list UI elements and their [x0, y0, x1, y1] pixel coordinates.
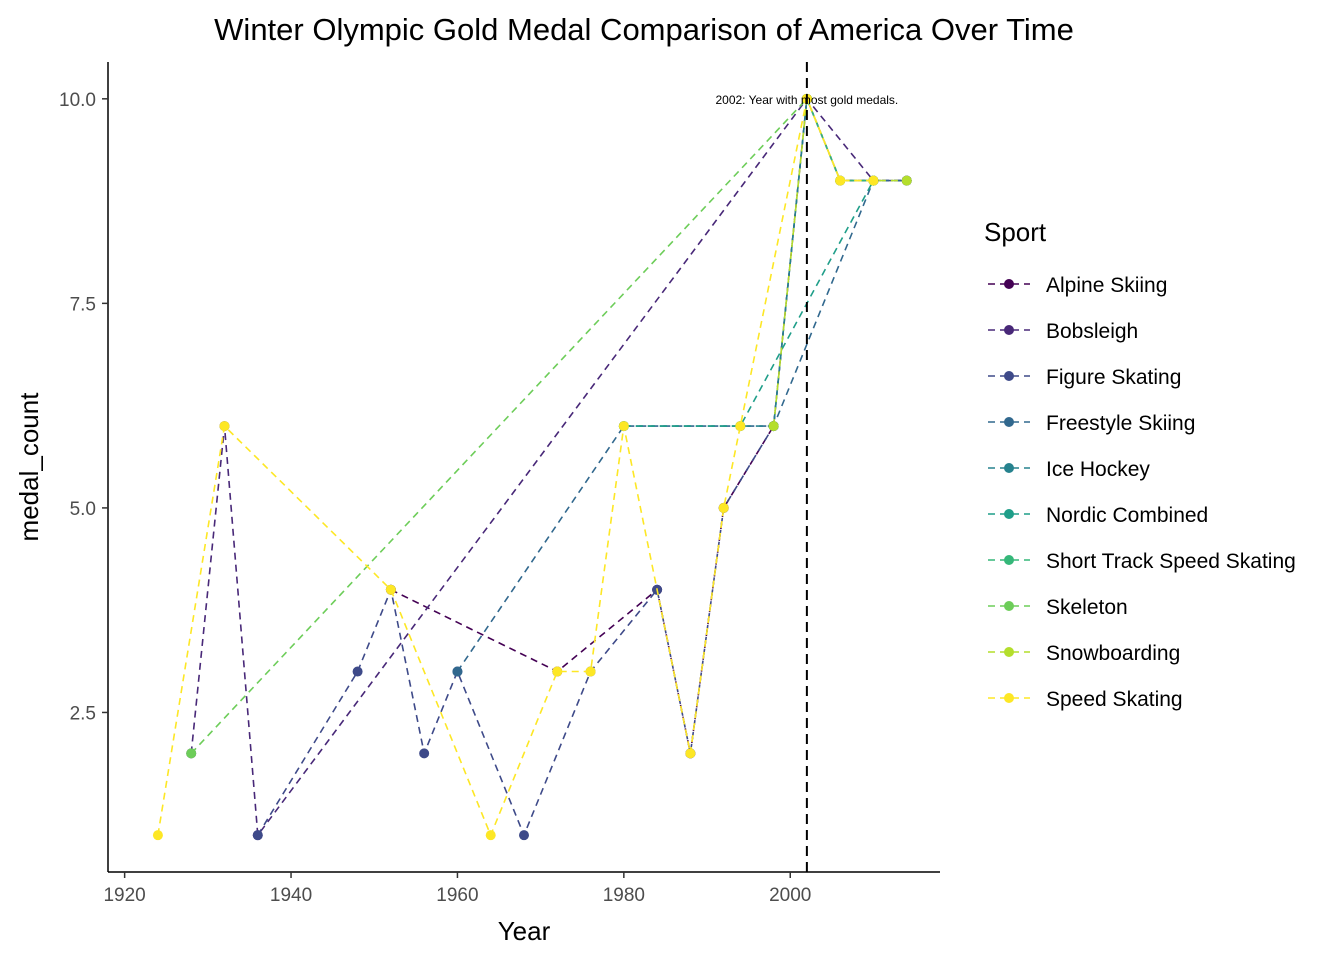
series-line-skeleton	[190, 98, 808, 754]
data-point	[552, 666, 563, 677]
x-axis-title: Year	[498, 916, 551, 946]
legend-item-short-track-speed-skating: Short Track Speed Skating	[988, 550, 1296, 573]
x-tick-label: 1940	[270, 885, 312, 906]
series-ice-hockey	[618, 93, 812, 432]
y-tick-label: 5.0	[70, 499, 96, 520]
legend-label: Nordic Combined	[1046, 504, 1208, 527]
legend-label: Snowboarding	[1046, 642, 1180, 665]
legend-item-freestyle-skiing: Freestyle Skiing	[988, 412, 1195, 435]
legend-point	[1004, 279, 1014, 289]
y-tick-label: 2.5	[70, 703, 96, 724]
series-bobsleigh	[186, 93, 879, 841]
legend-item-snowboarding: Snowboarding	[988, 642, 1180, 665]
legend-items: Alpine Skiing Bobsleigh Figure Skating Free…	[988, 274, 1296, 711]
legend-label: Skeleton	[1046, 596, 1128, 619]
series-line-bobsleigh	[190, 97, 875, 838]
series-figure-skating	[252, 93, 912, 841]
y-tick-label: 7.5	[70, 294, 96, 315]
legend-label: Figure Skating	[1046, 366, 1181, 389]
legend-point	[1004, 555, 1014, 565]
legend-point	[1004, 693, 1014, 703]
legend: Sport Alpine Skiing Bobsleigh Figure Skati…	[984, 217, 1296, 711]
y-axis-title: medal_count	[14, 392, 44, 542]
data-point	[835, 175, 846, 186]
legend-item-skeleton: Skeleton	[988, 596, 1128, 619]
data-point	[585, 666, 596, 677]
data-point	[252, 830, 263, 841]
data-point	[735, 421, 746, 432]
legend-label: Bobsleigh	[1046, 320, 1138, 343]
data-point	[385, 584, 396, 595]
legend-point	[1004, 463, 1014, 473]
series-freestyle-skiing	[452, 175, 912, 677]
data-point	[519, 830, 529, 841]
legend-point	[1004, 417, 1014, 427]
annotation-text: 2002: Year with most gold medals.	[715, 93, 898, 107]
legend-point	[1004, 325, 1014, 335]
legend-label: Speed Skating	[1046, 688, 1183, 711]
series-line-nordic-combined	[623, 180, 875, 427]
y-ticks: 2.5 5.0 7.5 10.0	[59, 90, 108, 724]
data-point	[868, 175, 879, 186]
data-point	[768, 421, 779, 432]
x-tick-label: 1920	[103, 885, 145, 906]
x-tick-label: 2000	[769, 885, 811, 906]
legend-item-bobsleigh: Bobsleigh	[988, 320, 1138, 343]
legend-item-figure-skating: Figure Skating	[988, 366, 1181, 389]
legend-label: Ice Hockey	[1046, 458, 1150, 481]
y-tick-label: 10.0	[59, 90, 96, 111]
data-point	[152, 830, 163, 841]
legend-label: Alpine Skiing	[1046, 274, 1167, 297]
data-point	[901, 175, 912, 186]
data-point	[186, 748, 197, 759]
legend-label: Freestyle Skiing	[1046, 412, 1195, 435]
series-line-speed-skating	[157, 96, 874, 838]
series-nordic-combined	[618, 175, 879, 432]
x-tick-label: 1960	[436, 885, 478, 906]
legend-item-nordic-combined: Nordic Combined	[988, 504, 1208, 527]
series-line-ice-hockey	[623, 98, 808, 427]
data-point	[419, 748, 430, 759]
data-point	[685, 748, 696, 759]
legend-point	[1004, 601, 1014, 611]
legend-item-speed-skating: Speed Skating	[988, 688, 1183, 711]
legend-item-ice-hockey: Ice Hockey	[988, 458, 1150, 481]
series-line-freestyle-skiing	[456, 179, 907, 672]
legend-point	[1004, 371, 1014, 381]
data-point	[485, 830, 496, 841]
series-speed-skating	[152, 93, 879, 841]
series-line-figure-skating	[257, 98, 907, 838]
plot-area: 2002: Year with most gold medals. 1920 19…	[59, 62, 940, 906]
data-point	[718, 502, 729, 513]
x-ticks: 1920 1940 1960 1980 2000	[103, 872, 811, 906]
series-layer	[152, 93, 912, 841]
legend-point	[1004, 647, 1014, 657]
series-line-snowboarding	[772, 98, 907, 427]
legend-title: Sport	[984, 217, 1047, 247]
data-point	[219, 421, 230, 432]
data-point	[618, 421, 629, 432]
data-point	[452, 666, 463, 677]
legend-label: Short Track Speed Skating	[1046, 550, 1296, 573]
legend-item-alpine-skiing: Alpine Skiing	[988, 274, 1167, 297]
data-point	[352, 666, 363, 677]
chart-title: Winter Olympic Gold Medal Comparison of …	[214, 12, 1074, 47]
legend-point	[1004, 509, 1014, 519]
x-tick-label: 1980	[603, 885, 645, 906]
